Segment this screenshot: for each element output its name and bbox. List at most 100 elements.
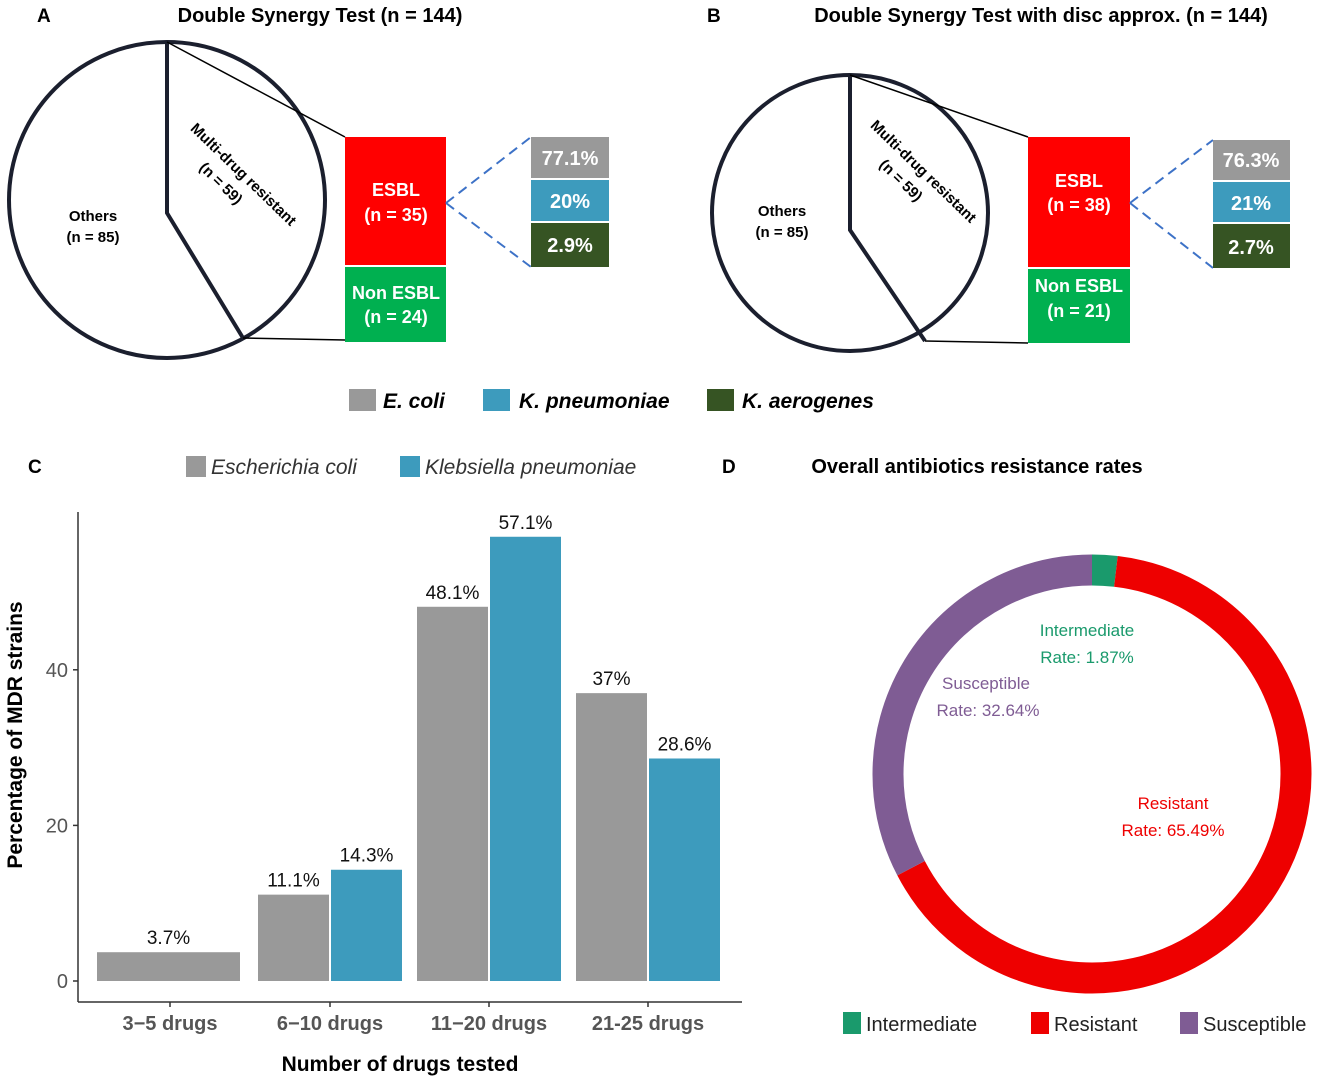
- panel-d-legend-resistant-swatch: [1031, 1012, 1049, 1034]
- panel-a: A Double Synergy Test (n = 144) Others (…: [7, 5, 609, 360]
- panel-d-title: Overall antibiotics resistance rates: [811, 456, 1142, 478]
- panel-a-dash-bottom: [445, 202, 532, 268]
- panel-b-letter: B: [707, 6, 721, 27]
- panel-b-connector-bottom: [924, 340, 1029, 344]
- panel-a-nonesbl-label: Non ESBL: [352, 283, 440, 303]
- panel-a-others-n: (n = 85): [67, 229, 120, 246]
- donut-rate-susceptible: Rate: 32.64%: [936, 701, 1039, 720]
- panel-c-bar-label: 28.6%: [658, 734, 712, 755]
- panel-c-y-axis-title: Percentage of MDR strains: [4, 601, 27, 868]
- panel-b-nonesbl-n: (n = 21): [1047, 301, 1111, 321]
- donut-slice-resistant: [897, 556, 1312, 994]
- panel-b-esbl-n: (n = 38): [1047, 195, 1111, 215]
- panel-b-esbl-box: [1028, 137, 1130, 267]
- panel-a-esbl-label: ESBL: [372, 180, 420, 200]
- panel-a-title: Double Synergy Test (n = 144): [178, 5, 463, 27]
- panel-b-ecoli-box: [1213, 140, 1290, 180]
- panel-c-bar-label: 14.3%: [340, 846, 394, 867]
- panel-a-nonesbl-n: (n = 24): [364, 307, 428, 327]
- donut-slice-susceptible: [872, 554, 1093, 876]
- donut-label-resistant: Resistant: [1138, 794, 1209, 813]
- panel-d-legend-intermediate-label: Intermediate: [866, 1014, 977, 1036]
- panel-b-dash-bottom: [1129, 202, 1214, 269]
- panel-b-connector-top: [849, 74, 1029, 138]
- panel-b-ecoli-pct: 76.3%: [1223, 150, 1280, 172]
- panel-c-letter: C: [28, 457, 42, 478]
- panel-c-y-tick-label: 20: [46, 815, 68, 837]
- panel-c-x-axis-title: Number of drugs tested: [282, 1053, 519, 1076]
- panel-d-donut-chart: [872, 554, 1312, 994]
- panel-b-kaero-box: [1213, 224, 1290, 268]
- panel-b-others-n: (n = 85): [756, 224, 809, 241]
- panel-d-legend-susceptible-label: Susceptible: [1203, 1014, 1306, 1036]
- panel-a-ecoli-pct: 77.1%: [542, 148, 599, 170]
- panel-a-letter: A: [37, 6, 51, 27]
- panel-c-bar: [576, 693, 647, 981]
- panel-a-connector-top: [166, 41, 346, 138]
- panel-a-kpneu-box: [531, 180, 609, 221]
- panel-c-y-tick-label: 40: [46, 660, 68, 682]
- panel-c: C Escherichia coli Klebsiella pneumoniae…: [4, 456, 742, 1076]
- donut-rate-intermediate: Rate: 1.87%: [1040, 648, 1134, 667]
- donut-slice-intermediate: [1091, 554, 1118, 587]
- donut-rate-resistant: Rate: 65.49%: [1121, 821, 1224, 840]
- panel-c-legend-ecoli-label: Escherichia coli: [211, 456, 358, 479]
- panel-a-esbl-n: (n = 35): [364, 205, 428, 225]
- panel-b-kpneu-pct: 21%: [1231, 193, 1271, 215]
- panel-a-pie-slice-line: [165, 42, 245, 340]
- panel-c-x-tick-label: 6−10 drugs: [277, 1013, 383, 1035]
- panel-a-connector-bottom: [242, 337, 346, 341]
- panel-b-title: Double Synergy Test with disc approx. (n…: [814, 5, 1268, 27]
- panel-c-legend-kpneu-swatch: [400, 456, 420, 477]
- panel-c-bar: [417, 606, 488, 981]
- panel-d-legend-intermediate-swatch: [843, 1012, 861, 1034]
- panel-c-bar-label: 37%: [592, 669, 630, 690]
- panel-b-nonesbl-label: Non ESBL: [1035, 276, 1123, 296]
- panel-c-bar: [258, 894, 329, 981]
- panel-c-bar-label: 57.1%: [499, 513, 553, 534]
- panel-c-bar-label: 11.1%: [267, 871, 320, 892]
- panel-a-esbl-box: [345, 137, 446, 265]
- panel-a-ecoli-box: [531, 137, 609, 178]
- panel-c-y-tick-label: 0: [57, 971, 68, 993]
- panel-c-bar: [490, 536, 561, 981]
- panel-b-kpneu-box: [1213, 182, 1290, 222]
- panel-b-others-label: Others: [758, 203, 806, 220]
- panel-c-legend-ecoli-swatch: [186, 456, 206, 477]
- panel-c-legend-kpneu-label: Klebsiella pneumoniae: [425, 456, 636, 479]
- panel-c-bar-label: 3.7%: [147, 928, 190, 949]
- panel-c-bar-chart: 0 20 40 3.7% 3−5 drugs 11.1% 14.3% 6−10 drugs 48…: [4, 512, 742, 1076]
- panel-d-letter: D: [722, 457, 736, 478]
- legend-ab-ecoli-label: E. coli: [383, 390, 446, 413]
- legend-ab-kpneu-swatch: [483, 389, 510, 411]
- panel-a-kaero-pct: 2.9%: [547, 235, 593, 257]
- panel-c-x-tick-label: 11−20 drugs: [431, 1013, 547, 1035]
- legend-ab: E. coli K. pneumoniae K. aerogenes: [349, 389, 874, 413]
- panel-d-legend-susceptible-swatch: [1180, 1012, 1198, 1034]
- donut-label-intermediate: Intermediate: [1040, 621, 1135, 640]
- legend-ab-kaero-swatch: [707, 389, 734, 411]
- panel-c-x-tick-label: 3−5 drugs: [122, 1013, 217, 1035]
- panel-c-bar: [97, 952, 240, 981]
- panel-b-pie-slice-line: [848, 75, 927, 343]
- legend-ab-kaero-label: K. aerogenes: [742, 390, 874, 413]
- panel-a-dash-top: [445, 136, 532, 204]
- panel-b: B Double Synergy Test with disc approx. …: [707, 5, 1290, 353]
- panel-c-bar: [331, 869, 402, 981]
- panel-b-dash-top: [1129, 139, 1214, 204]
- panel-a-nonesbl-box: [345, 267, 446, 342]
- panel-c-bar: [649, 758, 720, 981]
- panel-a-kaero-box: [531, 223, 609, 267]
- panel-c-x-tick-label: 21-25 drugs: [592, 1013, 704, 1035]
- panel-b-kaero-pct: 2.7%: [1228, 237, 1274, 259]
- legend-ab-ecoli-swatch: [349, 389, 376, 411]
- panel-a-others-label: Others: [69, 208, 117, 225]
- panel-d: D Overall antibiotics resistance rates I…: [722, 456, 1312, 1036]
- panel-b-esbl-label: ESBL: [1055, 171, 1103, 191]
- panel-a-kpneu-pct: 20%: [550, 191, 590, 213]
- panel-d-legend-resistant-label: Resistant: [1054, 1014, 1138, 1036]
- panel-b-nonesbl-box: [1028, 269, 1130, 343]
- panel-c-bar-label: 48.1%: [426, 583, 480, 604]
- donut-label-susceptible: Susceptible: [942, 674, 1030, 693]
